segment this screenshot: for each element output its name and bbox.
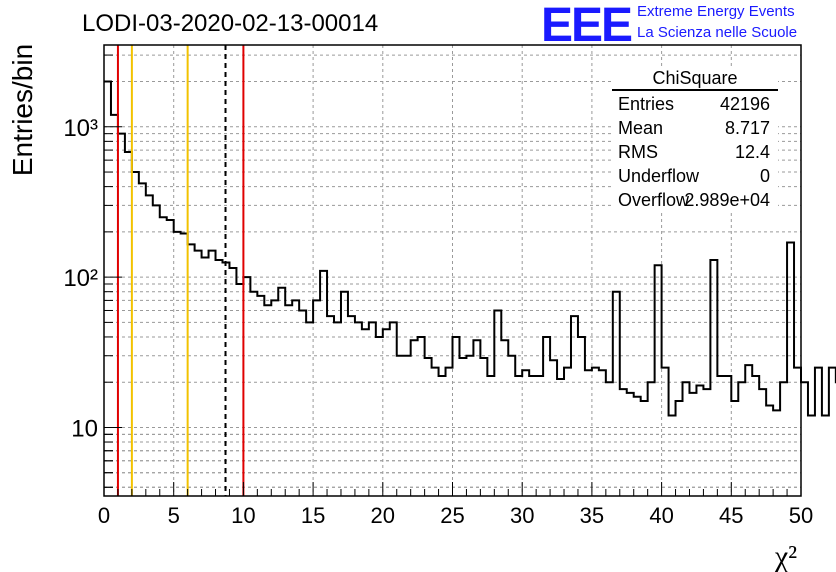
grid-layer	[104, 45, 801, 496]
x-tick-label: 15	[301, 503, 325, 528]
logo-subtitle-2: La Scienza nelle Scuole	[637, 24, 798, 41]
stats-row-entries: Entries 42196	[618, 94, 770, 116]
x-axis-label: χ²	[774, 540, 797, 572]
y-tick-label: 10²	[63, 265, 98, 292]
stats-value: 42196	[719, 94, 770, 114]
x-tick-label: 45	[719, 503, 743, 528]
y-tick-label: 10	[71, 415, 98, 442]
stats-value: 0	[759, 166, 770, 186]
logo-subtitle-1: Extreme Energy Events	[637, 3, 795, 20]
eee-logo: EEE	[541, 0, 633, 52]
stats-row-underflow: Underflow 0	[618, 166, 770, 188]
stats-value: 2.989e+04	[684, 190, 770, 210]
ticks-layer	[103, 54, 802, 496]
x-tick-label: 35	[580, 503, 604, 528]
x-tick-label: 40	[649, 503, 673, 528]
stats-label: Underflow	[618, 166, 700, 186]
x-tick-label: 50	[789, 503, 813, 528]
stats-value: 12.4	[734, 142, 770, 162]
x-tick-label: 30	[510, 503, 534, 528]
x-tick-label: 0	[98, 503, 110, 528]
stats-title: ChiSquare	[652, 68, 738, 88]
tick-labels-layer: 0 5 10 15 20 25 30 35 40 45 50 10 10² 10³	[63, 115, 813, 528]
x-tick-label: 20	[371, 503, 395, 528]
stats-row-mean: Mean 8.717	[618, 118, 770, 140]
stats-box: ChiSquare Entries 42196 Mean 8.717 RMS 1…	[612, 68, 778, 213]
histogram-outline	[104, 80, 836, 417]
y-tick-label: 10³	[63, 115, 98, 142]
stats-label: Entries	[618, 94, 675, 114]
x-tick-label: 5	[168, 503, 180, 528]
stats-label: Mean	[618, 118, 664, 138]
stats-label: Overflow	[618, 190, 690, 210]
x-tick-label: 25	[440, 503, 464, 528]
y-axis-label: Entries/bin	[7, 44, 38, 176]
stats-divider	[612, 89, 778, 91]
x-tick-label: 10	[231, 503, 255, 528]
stats-value: 8.717	[724, 118, 770, 138]
histogram-layer	[104, 80, 836, 417]
chart-title: LODI-03-2020-02-13-00014	[82, 10, 379, 37]
stats-row-overflow: Overflow 2.989e+04	[618, 190, 770, 212]
marker-lines-layer	[116, 45, 245, 496]
stats-row-rms: RMS 12.4	[618, 142, 770, 164]
stats-label: RMS	[618, 142, 658, 162]
